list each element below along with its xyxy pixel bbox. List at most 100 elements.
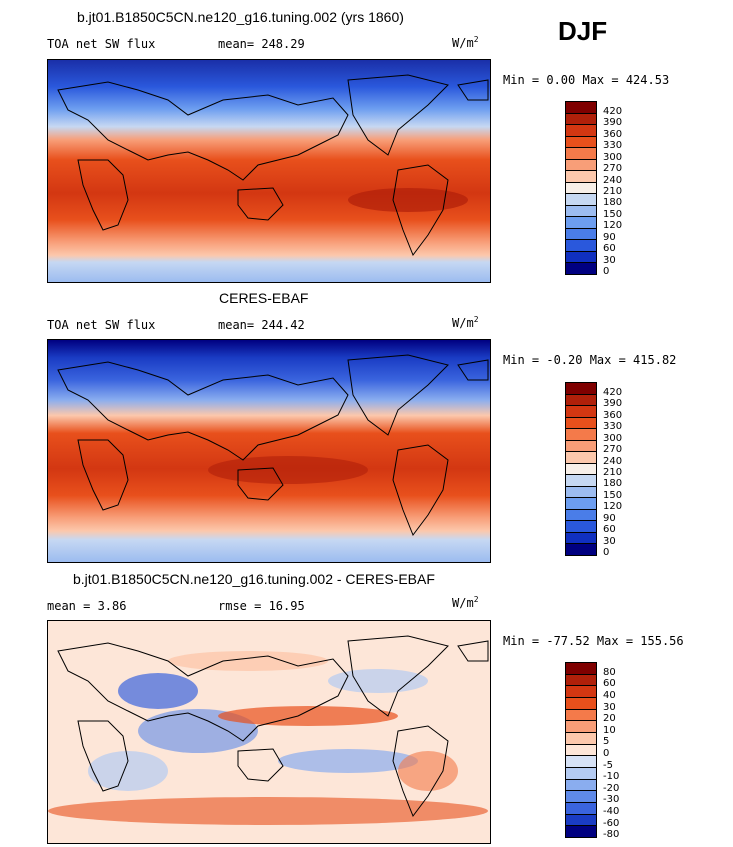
colorbar-label: -60	[603, 817, 620, 829]
colorbar-swatch	[566, 182, 596, 195]
colorbar-swatch	[566, 194, 596, 206]
colorbar-swatch	[566, 406, 596, 418]
panel-3-colorbar	[565, 662, 597, 838]
panel-2-units: W/m2	[452, 315, 479, 330]
colorbar-swatch	[566, 463, 596, 476]
colorbar-swatch	[566, 240, 596, 252]
panel-2-variable: TOA net SW flux	[47, 318, 156, 332]
colorbar-label: 240	[603, 455, 623, 467]
colorbar-label: 10	[603, 724, 616, 736]
colorbar-swatch	[566, 826, 596, 838]
colorbar-swatch	[566, 709, 596, 722]
colorbar-label: 80	[603, 666, 616, 678]
colorbar-swatch	[566, 148, 596, 160]
field-fill	[48, 340, 490, 562]
panel-2-colorbar	[565, 382, 597, 556]
colorbar-label: 90	[603, 512, 616, 524]
colorbar-swatch	[566, 440, 596, 453]
colorbar-label: 30	[603, 701, 616, 713]
colorbar-swatch	[566, 417, 596, 430]
panel-1-colorbar	[565, 101, 597, 275]
colorbar-swatch	[566, 383, 596, 395]
colorbar-label: 390	[603, 117, 623, 129]
panel-1-minmax: Min = 0.00 Max = 424.53	[503, 73, 670, 87]
field-max-band	[348, 188, 468, 212]
colorbar-label: 360	[603, 409, 623, 421]
colorbar-swatch	[566, 136, 596, 149]
panel-2-map	[47, 339, 491, 563]
colorbar-label: -10	[603, 771, 620, 783]
colorbar-swatch	[566, 791, 596, 804]
colorbar-swatch	[566, 544, 596, 555]
colorbar-label: 240	[603, 174, 623, 186]
colorbar-swatch	[566, 814, 596, 827]
colorbar-label: 180	[603, 197, 623, 209]
colorbar-label: 60	[603, 678, 616, 690]
colorbar-swatch	[566, 228, 596, 241]
colorbar-swatch	[566, 532, 596, 545]
colorbar-swatch	[566, 733, 596, 745]
colorbar-swatch	[566, 498, 596, 510]
colorbar-label: 150	[603, 489, 623, 501]
colorbar-swatch	[566, 674, 596, 687]
panel-1-mean: mean= 248.29	[218, 37, 305, 51]
colorbar-label: 30	[603, 535, 616, 547]
colorbar-swatch	[566, 521, 596, 533]
colorbar-label: 0	[603, 748, 610, 759]
panel-2-mean: mean= 244.42	[218, 318, 305, 332]
colorbar-label: 300	[603, 432, 623, 444]
colorbar-swatch	[566, 102, 596, 114]
colorbar-label: 20	[603, 713, 616, 725]
colorbar-label: 120	[603, 501, 623, 513]
panel-3-map-svg	[48, 621, 490, 843]
colorbar-swatch	[566, 686, 596, 699]
colorbar-label: 270	[603, 444, 623, 456]
colorbar-swatch	[566, 263, 596, 274]
colorbar-swatch	[566, 721, 596, 734]
colorbar-label: 210	[603, 467, 623, 478]
panel-1-title: b.jt01.B1850C5CN.ne120_g16.tuning.002 (y…	[77, 9, 404, 25]
panel-3-map	[47, 620, 491, 844]
colorbar-label: -5	[603, 759, 613, 771]
colorbar-label: 420	[603, 105, 623, 117]
panel-2-minmax: Min = -0.20 Max = 415.82	[503, 353, 677, 367]
colorbar-label: 390	[603, 398, 623, 410]
colorbar-label: 40	[603, 690, 616, 701]
colorbar-label: 60	[603, 524, 616, 536]
season-label: DJF	[558, 16, 608, 46]
colorbar-label: 90	[603, 231, 616, 243]
colorbar-swatch	[566, 744, 596, 757]
colorbar-label: 180	[603, 478, 623, 490]
panel-1-units: W/m2	[452, 35, 479, 50]
colorbar-label: 60	[603, 243, 616, 255]
colorbar-swatch	[566, 452, 596, 464]
colorbar-swatch	[566, 803, 596, 815]
field-max-band	[208, 456, 368, 484]
colorbar-swatch	[566, 698, 596, 710]
colorbar-label: 300	[603, 151, 623, 163]
coastlines	[57, 74, 489, 257]
colorbar-swatch	[566, 125, 596, 137]
colorbar-label: 210	[603, 186, 623, 197]
colorbar-swatch	[566, 509, 596, 522]
panel-3-minmax: Min = -77.52 Max = 155.56	[503, 634, 684, 648]
colorbar-label: 150	[603, 208, 623, 220]
colorbar-label: -20	[603, 782, 620, 794]
colorbar-swatch	[566, 779, 596, 792]
colorbar-label: 0	[603, 547, 610, 559]
field-fill	[48, 60, 490, 282]
colorbar-label: 360	[603, 128, 623, 140]
panel-3-mean: mean = 3.86	[47, 599, 127, 613]
colorbar-swatch	[566, 663, 596, 675]
colorbar-swatch	[566, 486, 596, 499]
colorbar-label: 5	[603, 736, 610, 748]
panel-3-rmse: rmse = 16.95	[218, 599, 305, 613]
colorbar-swatch	[566, 113, 596, 126]
colorbar-swatch	[566, 475, 596, 487]
colorbar-swatch	[566, 159, 596, 172]
colorbar-label: 420	[603, 386, 623, 398]
panel-1-map	[47, 59, 491, 283]
panel-1-variable: TOA net SW flux	[47, 37, 156, 51]
colorbar-swatch	[566, 251, 596, 264]
colorbar-label: 330	[603, 421, 623, 433]
